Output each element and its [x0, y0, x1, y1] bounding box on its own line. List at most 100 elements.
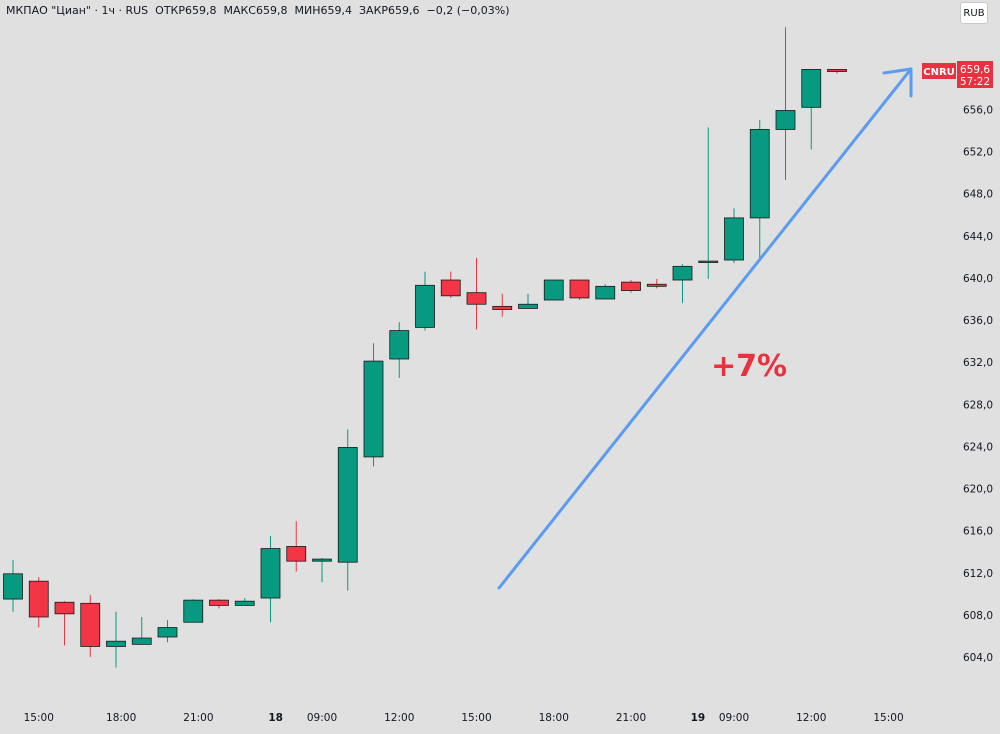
trend-arrow [497, 67, 913, 590]
candle-body [466, 292, 487, 305]
candle-body [234, 600, 255, 606]
candle-body [749, 129, 770, 219]
candle [157, 620, 178, 643]
price-tick-label: 648,0 [963, 189, 993, 201]
last-price-value: 659,6 [960, 64, 990, 76]
candle-body [801, 69, 822, 108]
candle [131, 616, 152, 645]
candle [54, 601, 75, 646]
candle [775, 27, 796, 180]
candle-body [543, 279, 564, 301]
candle-body [827, 69, 847, 72]
candle-body [312, 558, 332, 562]
candle [827, 69, 847, 74]
close-value: 659,6 [388, 4, 420, 17]
candle [749, 119, 770, 261]
price-axis[interactable]: 604,0 608,0 612,0 616,0 620,0 624,0 628,0 632,0… [963, 62, 993, 664]
change-value: −0,2 (−0,03%) [426, 4, 510, 17]
candle-body [157, 627, 178, 638]
candle-body [646, 283, 667, 287]
time-tick-label: 18:00 [539, 712, 569, 724]
price-tick-label: 620,0 [963, 484, 993, 496]
high-value: 659,8 [256, 4, 288, 17]
candle [363, 343, 384, 467]
candle [569, 279, 590, 301]
candle [183, 599, 204, 623]
symbol-title[interactable]: МКПАО "Циан" · 1ч · RUS [6, 4, 149, 17]
candle [492, 293, 513, 317]
high-label: МАКС [223, 4, 256, 17]
ticker-label: CNRU [923, 67, 955, 78]
time-tick-label: 18:00 [106, 712, 136, 724]
price-tick-label: 616,0 [963, 526, 993, 538]
candle [28, 576, 49, 628]
candle [3, 560, 23, 612]
candle-body [131, 637, 152, 645]
candle [337, 429, 358, 591]
candle-body [3, 573, 23, 600]
candle-body [183, 599, 204, 623]
candle-body [54, 601, 75, 615]
time-axis[interactable]: 15:00 18:00 21:00 18 09:00 12:00 15:00 18:00 21:… [24, 712, 904, 724]
candle [801, 69, 822, 150]
candle-body [106, 640, 126, 647]
candle-body [415, 284, 435, 328]
price-tick-label: 608,0 [963, 610, 993, 622]
candle [234, 598, 255, 606]
candle-body [569, 279, 590, 299]
time-tick-label: 21:00 [616, 712, 646, 724]
price-tick-label: 640,0 [963, 273, 993, 285]
time-tick-label: 12:00 [796, 712, 826, 724]
price-tick-label: 644,0 [963, 231, 993, 243]
candle [389, 322, 410, 378]
time-tick-label: 18 [268, 712, 283, 724]
candle [466, 257, 487, 330]
candle-body [595, 285, 616, 300]
price-tick-label: 652,0 [963, 147, 993, 159]
candle [621, 280, 641, 293]
candle-body [80, 602, 101, 647]
price-tick-label: 624,0 [963, 441, 993, 453]
candle [543, 279, 564, 301]
candle [646, 278, 667, 289]
candle [106, 611, 126, 668]
candle-body [621, 281, 641, 291]
bar-countdown-timer: 57:22 [960, 76, 990, 88]
candle [312, 558, 332, 583]
candle-body [28, 580, 49, 618]
price-tick-label: 612,0 [963, 568, 993, 580]
price-tick-label: 628,0 [963, 399, 993, 411]
candle-body [672, 265, 693, 281]
candle [286, 521, 307, 572]
candle-body [389, 330, 410, 360]
time-tick-label: 12:00 [384, 712, 414, 724]
candle [698, 127, 719, 279]
candle-body [518, 303, 538, 309]
candle-body [209, 599, 229, 606]
low-label: МИН [294, 4, 321, 17]
currency-button[interactable]: RUB [960, 2, 988, 24]
time-tick-label: 09:00 [307, 712, 337, 724]
symbol-legend: МКПАО "Циан" · 1ч · RUS ОТКР659,8 МАКС65… [6, 4, 509, 17]
price-tick-label: 656,0 [963, 104, 993, 116]
candle-body [492, 305, 513, 310]
candle [440, 271, 461, 298]
candle [80, 594, 101, 657]
percent-change-annotation: +7% [711, 349, 787, 384]
candle-body [698, 260, 719, 263]
time-tick-label: 09:00 [719, 712, 749, 724]
price-tick-label: 636,0 [963, 315, 993, 327]
open-value: 659,8 [184, 4, 217, 17]
time-tick-label: 19 [691, 712, 706, 724]
time-tick-label: 15:00 [461, 712, 491, 724]
candle-body [337, 447, 358, 563]
low-value: 659,4 [320, 4, 353, 17]
candle [595, 284, 616, 300]
open-label: ОТКР [155, 4, 185, 17]
last-price-tag: CNRU 659,6 57:22 [922, 61, 993, 88]
candle-body [260, 548, 281, 599]
candle [672, 264, 693, 304]
candle-body [363, 360, 384, 458]
